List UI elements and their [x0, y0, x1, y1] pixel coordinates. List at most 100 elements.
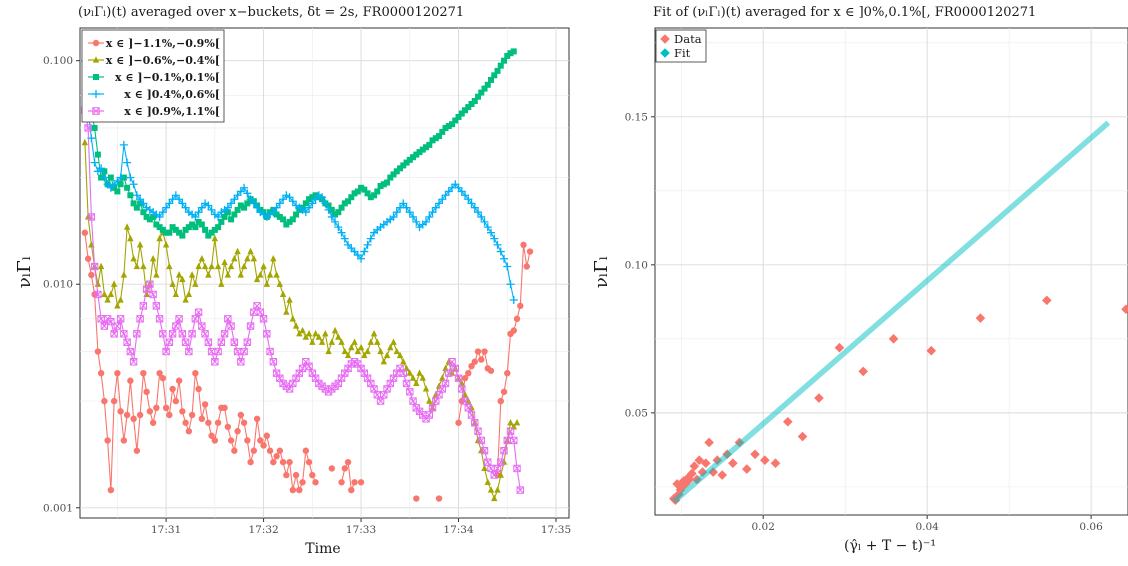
data-point [182, 419, 189, 426]
data-point [332, 211, 339, 218]
data-point [182, 226, 189, 233]
data-point [397, 165, 404, 172]
data-point [510, 327, 517, 334]
data-point [126, 347, 135, 356]
data-point [172, 290, 180, 298]
data-point [194, 308, 203, 316]
data-point [481, 85, 488, 92]
data-point [325, 202, 332, 209]
fit-line [672, 120, 1111, 504]
data-point [119, 140, 128, 149]
data-point [797, 431, 808, 442]
data-point [478, 89, 485, 96]
data-point [384, 179, 391, 186]
data-point [217, 338, 226, 346]
data-point [175, 271, 183, 278]
data-point [127, 192, 134, 199]
data-point [363, 240, 372, 249]
data-point [383, 351, 391, 359]
data-point [214, 212, 223, 221]
data-point [227, 437, 235, 444]
legend-label: x ∈ ]0.9%,1.1%[ [124, 105, 220, 118]
data-point [470, 203, 479, 212]
data-point [175, 195, 184, 204]
legend-label: x ∈ ]0.4%,0.6%[ [124, 88, 220, 101]
legend-label: x ∈ ]−0.1%,0.1%[ [115, 71, 220, 84]
data-point [201, 262, 209, 270]
data-point [510, 436, 518, 445]
data-point [497, 62, 504, 69]
data-point [370, 330, 378, 337]
data-point [439, 374, 446, 381]
data-point [221, 213, 228, 220]
data-point [198, 221, 205, 228]
data-point [172, 226, 179, 233]
data-point [488, 76, 495, 83]
data-point [231, 254, 238, 262]
data-point [94, 348, 102, 355]
data-point [504, 369, 511, 377]
data-point [205, 232, 212, 239]
data-point [130, 200, 137, 207]
data-point [354, 347, 362, 355]
data-point [257, 437, 264, 444]
data-point [516, 486, 524, 494]
data-point [270, 254, 277, 262]
legend-marker [92, 56, 100, 63]
data-point [133, 262, 141, 270]
x-tick-label: 17:35 [541, 524, 571, 536]
data-point [442, 124, 449, 131]
data-point [107, 290, 115, 298]
data-point [101, 397, 108, 405]
data-point [249, 199, 258, 208]
data-point [341, 200, 348, 207]
legend-marker [660, 34, 670, 44]
data-point [523, 263, 530, 270]
data-point [471, 98, 478, 105]
data-point [477, 436, 485, 445]
data-point [246, 322, 255, 330]
data-point [185, 224, 192, 231]
legend-label: x ∈ ]−0.6%,−0.4%[ [106, 54, 220, 67]
data-point [504, 52, 511, 59]
data-point [413, 495, 420, 502]
data-point [176, 229, 183, 236]
legend-marker [660, 48, 670, 58]
data-point [413, 151, 420, 158]
data-point [211, 437, 219, 444]
right-y-ticks: 0.05 0.10 0.15 [625, 111, 655, 419]
data-point [325, 347, 332, 355]
data-point [227, 262, 235, 270]
data-point [374, 188, 381, 195]
data-point [289, 315, 297, 322]
data-point [227, 322, 235, 330]
x-tick-label: 0.04 [915, 521, 939, 533]
data-point [114, 188, 121, 195]
data-point [684, 474, 695, 485]
data-point [149, 419, 157, 426]
data-point [717, 470, 728, 480]
data-point [192, 224, 199, 231]
data-point [305, 362, 313, 370]
data-point [728, 458, 738, 468]
data-point [345, 198, 352, 205]
data-point [192, 369, 199, 377]
data-point [331, 217, 340, 226]
data-point [208, 432, 215, 439]
data-point [166, 411, 173, 419]
data-point [517, 302, 524, 310]
data-point [169, 280, 176, 287]
data-point [324, 205, 333, 214]
data-point [224, 315, 232, 323]
data-point [318, 193, 327, 202]
data-point [750, 449, 760, 460]
data-point [188, 330, 196, 338]
right-x-ticks: 0.02 0.04 0.06 [752, 515, 1103, 533]
right-x-axis-label: (γ̂ₗ + T − t)⁻¹ [844, 538, 936, 554]
data-point [390, 338, 397, 345]
data-point [452, 117, 459, 124]
data-point [100, 322, 109, 330]
data-point [188, 271, 196, 278]
data-point [136, 411, 144, 419]
data-point [494, 67, 501, 74]
